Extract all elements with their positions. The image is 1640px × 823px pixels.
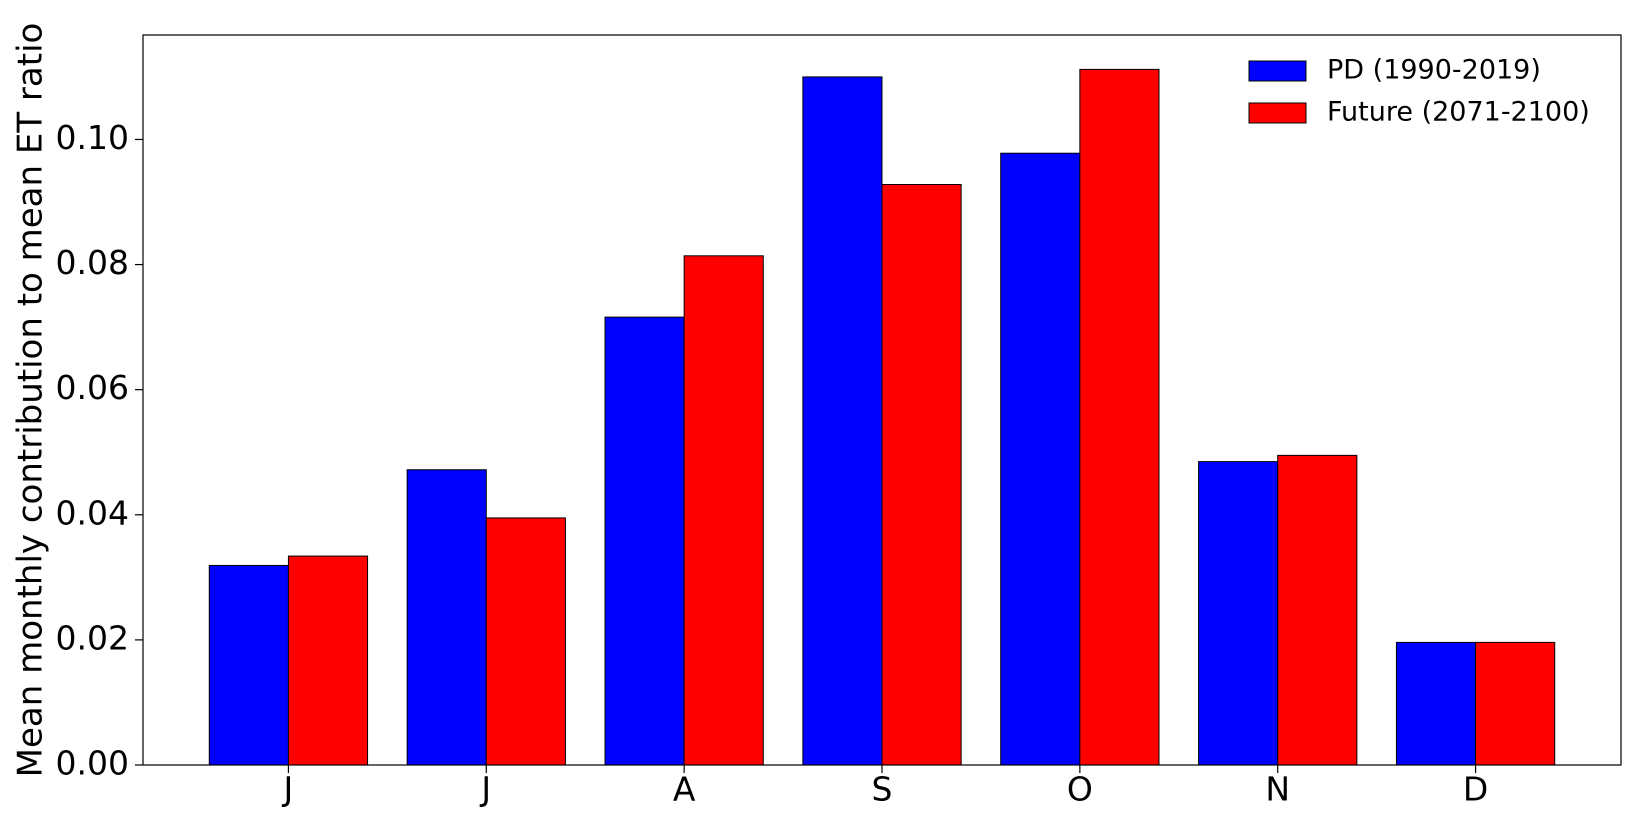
y-tick-label: 0.02: [56, 618, 129, 657]
y-tick-label: 0.08: [56, 243, 129, 282]
bar: [881, 184, 962, 766]
bar: [1395, 641, 1477, 766]
x-tick-label: D: [1463, 770, 1488, 809]
bar: [485, 517, 566, 766]
bar: [1000, 152, 1081, 766]
bar: [1079, 68, 1160, 766]
bar: [406, 469, 487, 766]
bar: [604, 316, 685, 766]
x-tick-label: N: [1265, 770, 1290, 809]
y-axis-label: Mean monthly contribution to mean ET rat…: [11, 23, 51, 778]
bar: [802, 76, 883, 766]
legend-label: Future (2071-2100): [1327, 97, 1590, 128]
bar: [683, 255, 764, 766]
bar: [1475, 641, 1556, 766]
bar: [1198, 461, 1279, 766]
legend-swatch: [1248, 60, 1307, 82]
x-tick-label: J: [479, 770, 491, 809]
x-tick-label: A: [673, 770, 696, 809]
y-tick-label: 0.00: [56, 744, 129, 783]
x-tick-label: S: [872, 770, 893, 809]
bar: [287, 555, 369, 766]
legend-label: PD (1990-2019): [1327, 55, 1541, 86]
x-tick-label: J: [282, 770, 294, 809]
y-tick-label: 0.06: [56, 368, 129, 407]
y-tick-label: 0.04: [56, 493, 129, 532]
y-tick-label: 0.10: [56, 118, 129, 157]
plot-frame: [142, 34, 1622, 766]
bar: [1277, 454, 1358, 766]
bar: [208, 564, 289, 766]
legend-swatch: [1248, 102, 1307, 124]
x-tick-label: O: [1067, 770, 1093, 809]
